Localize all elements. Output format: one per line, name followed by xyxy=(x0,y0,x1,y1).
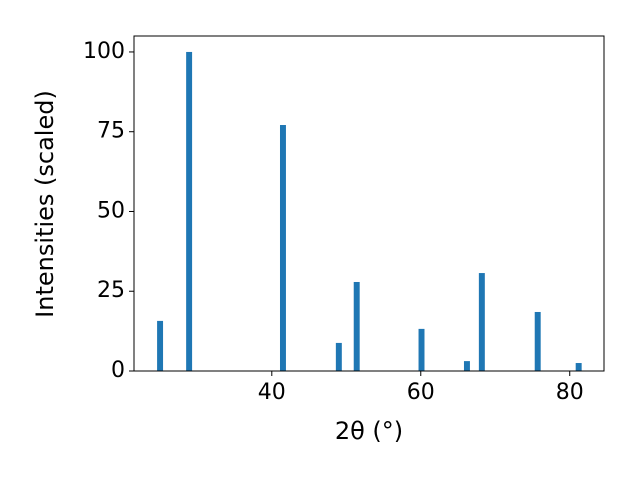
bar xyxy=(157,320,164,371)
bar xyxy=(534,311,541,371)
y-tick-label: 50 xyxy=(97,198,125,223)
bar xyxy=(335,342,342,371)
plot-frame xyxy=(133,35,605,372)
x-tick-label: 60 xyxy=(407,380,435,405)
bar xyxy=(478,273,485,371)
x-tick-label: 40 xyxy=(258,380,286,405)
y-tick-label: 25 xyxy=(97,278,125,303)
bar xyxy=(575,363,582,371)
x-axis-label: 2θ (°) xyxy=(335,417,403,445)
bar xyxy=(279,125,286,371)
bar xyxy=(353,281,360,371)
y-tick-label: 0 xyxy=(111,358,125,383)
bar xyxy=(186,51,193,371)
y-tick-label: 100 xyxy=(83,39,125,64)
bar xyxy=(463,361,470,371)
bar xyxy=(418,328,425,371)
y-axis-label: Intensities (scaled) xyxy=(31,90,59,318)
y-tick-label: 75 xyxy=(97,119,125,144)
x-tick-label: 80 xyxy=(556,380,584,405)
